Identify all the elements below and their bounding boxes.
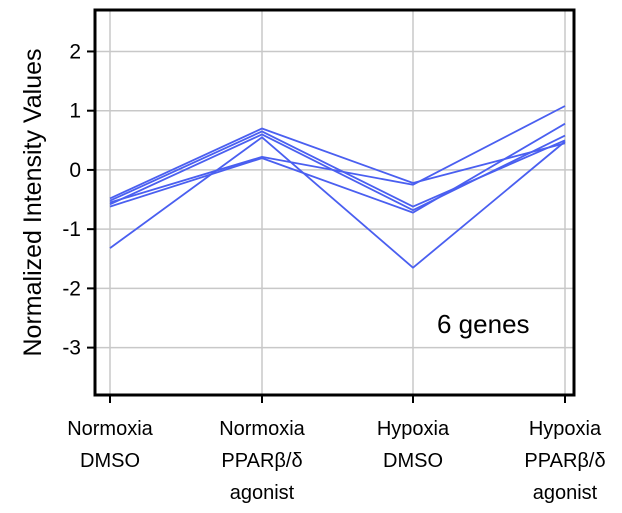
y-tick-label: -3 bbox=[62, 337, 81, 360]
y-tick-label: 1 bbox=[69, 100, 81, 123]
x-tick-label-line: Normoxia bbox=[67, 418, 153, 440]
x-tick-label-line: DMSO bbox=[383, 450, 443, 472]
gene-count-annotation: 6 genes bbox=[437, 309, 530, 339]
x-tick-label-line: agonist bbox=[230, 482, 295, 504]
x-tick-label-line: PPARβ/δ bbox=[524, 450, 605, 472]
x-tick-label: Hypoxia DMSO bbox=[377, 418, 450, 472]
gene-line bbox=[109, 105, 566, 204]
y-tick-label: 2 bbox=[69, 40, 81, 63]
x-tick-label: Normoxia PPARβ/δ agonist bbox=[219, 418, 305, 504]
gene-line bbox=[109, 127, 566, 200]
gene-line bbox=[109, 136, 566, 269]
y-axis-ticks: 2 1 0 -1 -2 -3 bbox=[62, 40, 95, 360]
series-lines bbox=[109, 105, 566, 269]
y-axis-label: Normalized Intensity Values bbox=[19, 48, 47, 356]
x-tick-label-line: Normoxia bbox=[219, 418, 305, 440]
y-tick-label: 0 bbox=[69, 159, 81, 182]
x-tick-label-line: agonist bbox=[533, 482, 598, 504]
x-tick-label-line: PPARβ/δ bbox=[221, 450, 302, 472]
gene-line bbox=[109, 122, 566, 214]
y-tick-label: -2 bbox=[62, 277, 81, 300]
x-tick-label: Normoxia DMSO bbox=[67, 418, 153, 472]
grid bbox=[95, 10, 574, 395]
x-tick-label-line: Hypoxia bbox=[377, 418, 450, 440]
x-tick-label-line: Hypoxia bbox=[529, 418, 602, 440]
gene-line bbox=[109, 133, 566, 212]
y-tick-label: -1 bbox=[62, 218, 81, 241]
x-tick-label-line: DMSO bbox=[80, 450, 140, 472]
x-tick-label: Hypoxia PPARβ/δ agonist bbox=[524, 418, 605, 504]
plot-frame bbox=[93, 8, 576, 397]
